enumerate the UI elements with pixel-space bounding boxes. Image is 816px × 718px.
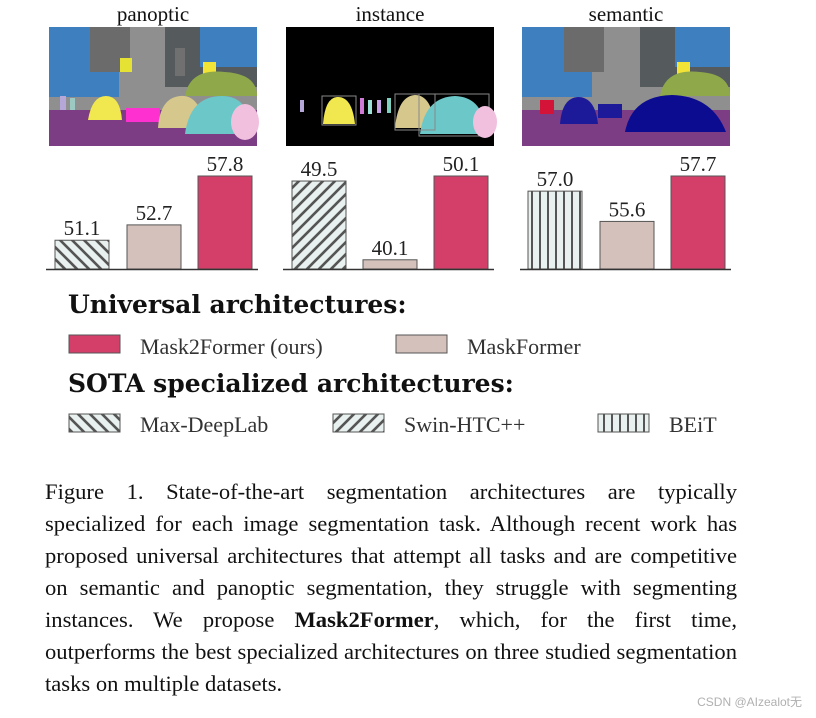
legend-label-swin-htc: Swin-HTC++ [404, 412, 525, 437]
legend-swatch-mask2former [68, 334, 121, 354]
bar-value-label-panoptic-max-deeplab: 51.1 [64, 216, 101, 240]
bar-panoptic-maskformer [126, 224, 182, 270]
bar-panoptic-max-deeplab [54, 239, 110, 270]
instance-scene-image [286, 27, 497, 146]
legend-label-maskformer: MaskFormer [467, 334, 581, 359]
legend-universal-heading: Universal architectures: [68, 290, 407, 319]
legend-item-swin-htc: Swin-HTC++ [332, 412, 525, 437]
bar-semantic-maskformer [599, 220, 655, 270]
legend-swatch-swin-htc [332, 413, 385, 433]
bar-semantic-beit [527, 190, 583, 270]
bar-value-label-instance-maskformer: 40.1 [372, 236, 409, 260]
legend-sota-heading: SOTA specialized architectures: [68, 369, 514, 398]
bar-panoptic-mask2former-ours [197, 175, 253, 270]
bar-instance-mask2former-ours [433, 175, 489, 270]
bar-value-label-semantic-mask2former-ours: 57.7 [680, 152, 717, 176]
legend-item-beit: BEiT [597, 412, 717, 437]
legend-item-maskformer: MaskFormer [395, 334, 581, 359]
legend-item-max-deeplab: Max-DeepLab [68, 412, 268, 437]
bar-instance-maskformer [362, 259, 418, 270]
instance-bar-chart: 49.5 40.1 50.1 [283, 152, 494, 271]
figure-canvas: panoptic instance semantic [46, 2, 731, 437]
legend-label-beit: BEiT [669, 412, 717, 437]
legend-label-max-deeplab: Max-DeepLab [140, 412, 268, 437]
panoptic-bar-chart: 51.1 52.7 57.8 [46, 152, 258, 271]
panel-title-panoptic: panoptic [117, 2, 189, 26]
bar-value-label-panoptic-maskformer: 52.7 [136, 201, 173, 225]
legend-swatch-max-deeplab [68, 413, 121, 433]
bar-value-label-semantic-maskformer: 55.6 [609, 197, 646, 221]
bar-instance-swin-htc [291, 180, 347, 270]
bar-value-label-panoptic-mask2former-ours: 57.8 [207, 152, 244, 176]
legend-item-mask2former: Mask2Former (ours) [68, 334, 323, 359]
legend-label-mask2former: Mask2Former (ours) [140, 334, 323, 359]
caption-text-suffix: , which, for the first time, outperforms… [45, 607, 737, 696]
caption-bold-model-name: Mask2Former [294, 607, 434, 632]
semantic-bar-chart: 57.0 55.6 57.7 [520, 152, 731, 271]
figure-caption: Figure 1. State-of-the-art segmentation … [45, 476, 737, 700]
bar-semantic-mask2former-ours [670, 175, 726, 270]
bar-value-label-instance-mask2former-ours: 50.1 [443, 152, 480, 176]
panel-title-instance: instance [356, 2, 425, 26]
watermark: CSDN @AIzealot无 [697, 695, 802, 709]
panel-title-semantic: semantic [589, 2, 664, 26]
caption-text-prefix: Figure 1. State-of-the-art segmentation … [45, 479, 737, 632]
legend-swatch-maskformer [395, 334, 448, 354]
bar-value-label-instance-swin-htc: 49.5 [301, 157, 338, 181]
semantic-scene-image [522, 27, 730, 146]
bar-value-label-semantic-beit: 57.0 [537, 167, 574, 191]
legend-swatch-beit [597, 413, 650, 433]
panoptic-scene-image [49, 27, 259, 146]
